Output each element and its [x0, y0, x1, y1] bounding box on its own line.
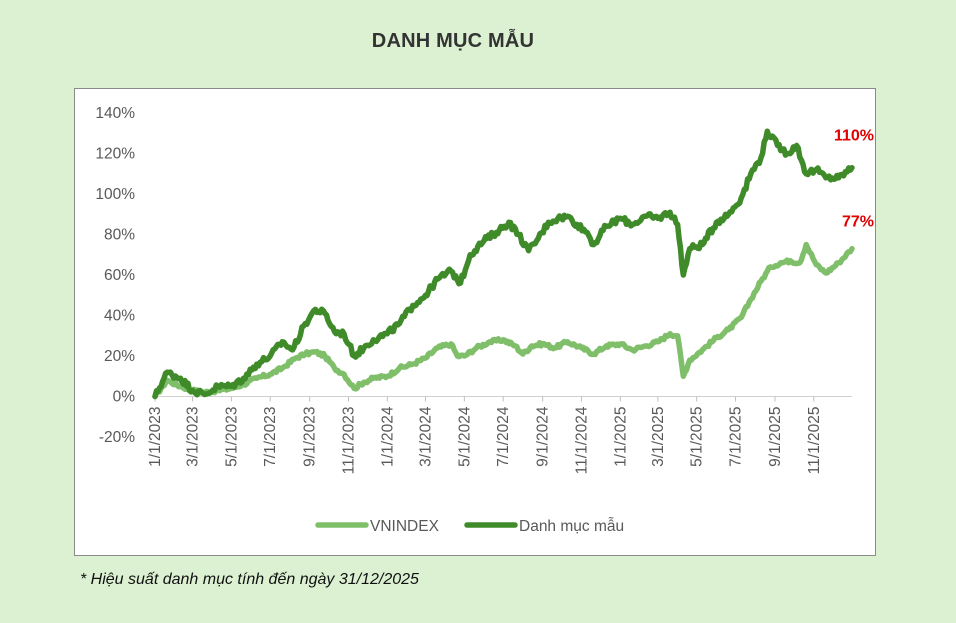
x-tick-label: 5/1/2025 [689, 407, 706, 467]
x-tick-label: 9/1/2025 [767, 407, 784, 467]
portfolio-end-label: 110% [834, 128, 874, 145]
y-tick-label: 40% [104, 308, 135, 325]
y-tick-label: 120% [95, 146, 135, 163]
x-tick-label: 5/1/2024 [456, 406, 473, 467]
line-chart: -20% 0% 20% 40% 60% 80% 100% 120% 140% 1/1/2023 3/… [95, 105, 874, 535]
vnindex-series-line [152, 241, 855, 400]
y-tick-label: 80% [104, 227, 135, 244]
y-tick-label: 60% [104, 267, 135, 284]
x-tick-label: 9/1/2024 [535, 406, 552, 467]
y-tick-label: 20% [104, 348, 135, 365]
x-tick-label: 1/1/2023 [147, 407, 164, 467]
legend-label: Danh mục mẫu [519, 518, 624, 535]
x-tick-label: 3/1/2025 [650, 407, 667, 467]
x-tick-label: 11/1/2025 [806, 407, 823, 475]
legend-label: VNINDEX [370, 518, 440, 535]
y-tick-label: 100% [95, 186, 135, 203]
chart-area: -20% 0% 20% 40% 60% 80% 100% 120% 140% 1/1/2023 3/… [74, 88, 876, 556]
x-tick-label: 1/1/2025 [612, 407, 629, 467]
portfolio-series-line [152, 128, 855, 400]
x-tick-label: 11/1/2023 [341, 407, 358, 475]
x-tick-label: 7/1/2024 [495, 406, 512, 467]
chart-title: DANH MỤC MẪU [371, 30, 535, 52]
x-tick-label: 11/1/2024 [573, 406, 590, 474]
x-tick-label: 3/1/2024 [418, 406, 435, 467]
x-tick-label: 7/1/2023 [262, 407, 279, 467]
footnote: * Hiệu suất danh mục tính đến ngày 31/12… [80, 571, 419, 588]
x-tick-label: 7/1/2025 [728, 407, 745, 467]
y-tick-label: 0% [113, 389, 136, 406]
y-tick-label: 140% [95, 105, 135, 122]
vnindex-end-label: 77% [842, 214, 874, 231]
x-tick-label: 9/1/2023 [302, 407, 319, 467]
x-tick-label: 5/1/2023 [223, 407, 240, 467]
x-tick-label: 1/1/2024 [379, 406, 396, 467]
y-tick-label: -20% [99, 429, 135, 446]
x-tick-label: 3/1/2023 [185, 407, 202, 467]
